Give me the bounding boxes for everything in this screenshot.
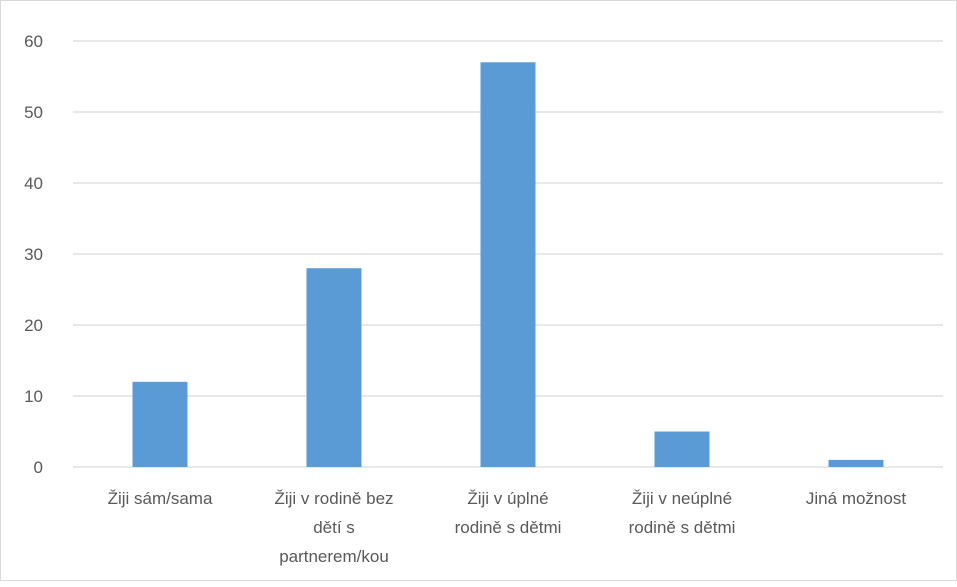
x-tick-label: Žiji v neúplné rodině s dětmi: [629, 489, 736, 537]
bar: [132, 381, 188, 467]
y-tick-label: 40: [24, 174, 43, 193]
bars: [132, 62, 884, 468]
y-tick-label: 0: [34, 458, 43, 477]
bar: [828, 459, 884, 467]
y-tick-label: 10: [24, 387, 43, 406]
x-axis-ticks: Žiji sám/sama Žiji v rodině bez dětí s part…: [108, 489, 907, 566]
x-tick-label: Jiná možnost: [806, 489, 906, 508]
y-tick-label: 50: [24, 103, 43, 122]
x-tick-label: Žiji v úplné rodině s dětmi: [455, 489, 562, 537]
y-tick-label: 30: [24, 245, 43, 264]
bar: [480, 62, 536, 468]
y-tick-label: 20: [24, 316, 43, 335]
bar: [654, 431, 710, 467]
x-tick-label: Žiji v rodině bez dětí s partnerem/kou: [274, 489, 393, 566]
x-tick-label: Žiji sám/sama: [108, 489, 213, 508]
y-axis-ticks: 0 10 20 30 40 50 60: [24, 32, 43, 477]
bar: [306, 268, 362, 467]
y-tick-label: 60: [24, 32, 43, 51]
